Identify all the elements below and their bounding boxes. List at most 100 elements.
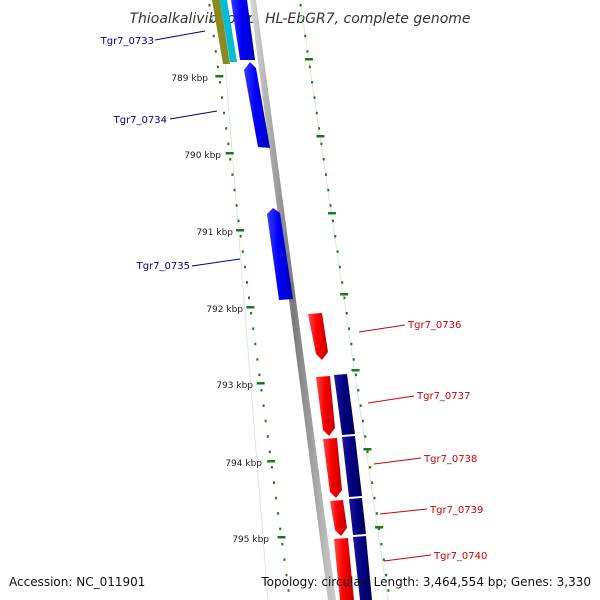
gene-label[interactable]: Tgr7_0735 — [136, 261, 190, 272]
cds-block — [334, 374, 355, 435]
accession-text: Accession: NC_011901 — [9, 575, 145, 589]
minor-tick — [371, 481, 374, 484]
major-tick — [327, 212, 336, 215]
minor-tick — [336, 250, 339, 253]
gene-arrow-reverse[interactable] — [330, 500, 347, 536]
gene-tgr7-0734[interactable] — [244, 62, 270, 148]
minor-tick — [364, 435, 367, 438]
major-tick — [267, 460, 276, 463]
minor-tick — [315, 111, 318, 115]
minor-tick — [343, 296, 346, 300]
minor-tick — [279, 527, 282, 531]
gene-arrow-reverse[interactable] — [308, 313, 328, 360]
minor-tick — [208, 4, 211, 7]
minor-tick — [256, 358, 259, 361]
minor-tick — [264, 419, 267, 423]
genome-summary-text: Topology: circular; Length: 3,464,554 bp… — [260, 575, 591, 589]
minor-tick — [216, 65, 219, 69]
scale-tick-label: 795 kbp — [232, 535, 269, 545]
minor-tick — [283, 558, 286, 561]
cds-block — [342, 436, 362, 497]
minor-tick — [277, 512, 280, 515]
gene-arrow-reverse[interactable] — [334, 538, 354, 600]
scale-tick-label: 793 kbp — [216, 381, 253, 391]
minor-tick — [262, 404, 265, 407]
cds-block — [349, 498, 366, 535]
minor-tick — [227, 142, 230, 146]
gene-arrow-forward[interactable] — [267, 208, 293, 300]
tick-dots-outer — [299, 4, 390, 592]
gene-label[interactable]: Tgr7_0737 — [416, 391, 470, 402]
minor-tick — [380, 543, 383, 546]
scale-tick-label: 794 kbp — [225, 459, 262, 469]
major-tick — [304, 58, 313, 61]
minor-tick — [218, 81, 221, 84]
major-tick — [246, 306, 255, 309]
gene-arrow-reverse[interactable] — [316, 376, 335, 436]
minor-tick — [273, 481, 275, 484]
gene-tgr7-0736[interactable] — [308, 313, 328, 360]
gene-tgr7-0740[interactable] — [334, 538, 354, 600]
gene-label[interactable]: Tgr7_0736 — [407, 320, 461, 331]
minor-tick — [268, 450, 271, 454]
major-tick — [215, 75, 224, 78]
gene-label[interactable]: Tgr7_0738 — [423, 454, 477, 465]
gene-label[interactable]: Tgr7_0733 — [100, 36, 154, 47]
minor-tick — [229, 158, 232, 161]
minor-tick — [348, 327, 351, 330]
minor-tick — [362, 419, 364, 423]
minor-tick — [246, 281, 248, 284]
minor-tick — [308, 65, 311, 69]
leader-line — [373, 457, 422, 465]
minor-tick — [231, 173, 234, 176]
gene-tgr7-0739[interactable] — [330, 500, 347, 536]
gene-tgr7-0735[interactable] — [267, 208, 293, 300]
minor-tick — [275, 496, 278, 500]
minor-tick — [221, 96, 223, 99]
minor-tick — [214, 50, 217, 53]
gene-tgr7-0738[interactable] — [323, 438, 342, 498]
track-boundary-inner — [219, 0, 269, 600]
minor-tick — [233, 188, 236, 192]
scale-tick-label: 790 kbp — [184, 151, 221, 161]
scale-labels: 789 kbp 790 kbp 791 kbp 792 kbp 793 kbp … — [171, 74, 269, 545]
minor-tick — [304, 34, 307, 38]
leader-line — [169, 110, 218, 120]
minor-tick — [359, 404, 362, 407]
track-boundary-outer — [299, 0, 389, 600]
major-tick — [225, 152, 234, 155]
minor-tick — [352, 358, 355, 361]
minor-tick — [223, 111, 226, 115]
minor-tick — [387, 589, 390, 592]
leader-line — [383, 554, 432, 562]
minor-tick — [260, 389, 263, 392]
feature-olive — [212, 0, 230, 64]
minor-tick — [281, 543, 284, 546]
minor-tick — [385, 573, 388, 577]
minor-tick — [250, 312, 253, 315]
minor-tick — [258, 373, 261, 377]
major-tick — [375, 526, 384, 529]
minor-tick — [235, 204, 238, 207]
feature-blue-upstream — [231, 0, 255, 60]
minor-tick — [338, 265, 341, 269]
gene-label[interactable]: Tgr7_0740 — [433, 551, 487, 562]
minor-tick — [345, 312, 348, 315]
gene-arrow-forward[interactable] — [244, 62, 270, 148]
minor-tick — [301, 19, 304, 22]
scale-tick-label: 792 kbp — [206, 305, 243, 315]
minor-tick — [252, 327, 255, 330]
minor-tick — [350, 342, 353, 346]
minor-tick — [327, 188, 330, 192]
minor-tick — [368, 466, 371, 469]
gene-tgr7-0737[interactable] — [316, 376, 335, 436]
minor-tick — [311, 81, 314, 84]
gene-label[interactable]: Tgr7_0739 — [429, 505, 483, 516]
gene-arrow-reverse[interactable] — [323, 438, 342, 498]
minor-tick — [241, 250, 244, 253]
minor-tick — [306, 50, 309, 53]
minor-tick — [320, 142, 323, 146]
minor-tick — [325, 173, 327, 176]
minor-tick — [266, 435, 269, 438]
gene-label[interactable]: Tgr7_0734 — [113, 115, 167, 126]
